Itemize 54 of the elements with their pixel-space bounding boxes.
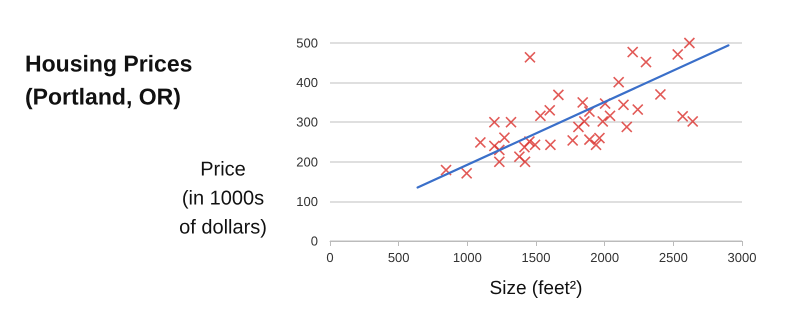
point [640, 56, 652, 68]
point [596, 116, 609, 128]
x-tick-label: 500 [388, 250, 410, 265]
point [572, 121, 584, 133]
x-tick-label: 1500 [522, 250, 550, 265]
point [612, 76, 624, 88]
y-tick-label: 400 [296, 75, 318, 90]
point [518, 141, 530, 153]
point [686, 116, 698, 128]
point [620, 121, 633, 133]
point [498, 132, 510, 144]
x-axis-title: Size (feet²) [490, 278, 582, 299]
point [576, 96, 588, 108]
point [552, 89, 564, 101]
point [578, 116, 590, 128]
x-tick-label: 3000 [728, 250, 756, 265]
point [584, 106, 596, 118]
x-tick-label: 2000 [590, 250, 620, 265]
point [488, 140, 500, 152]
point [474, 136, 486, 148]
x-tick-label: 1000 [452, 250, 482, 265]
y-tick-label: 0 [310, 234, 318, 248]
point [524, 136, 536, 148]
text: Housing Prices (Portland, OR) [25, 50, 192, 110]
x-tick-label: 2500 [658, 250, 688, 265]
point [514, 150, 526, 162]
point [544, 138, 556, 151]
point [684, 37, 696, 49]
point [529, 138, 541, 151]
point [590, 138, 602, 151]
point [584, 134, 596, 146]
point [460, 167, 472, 180]
y-axis-title: Price (in 1000s of dollars) [179, 158, 267, 238]
point [440, 164, 452, 176]
x-tick-label: 0 [326, 250, 334, 265]
point [632, 104, 644, 116]
point [544, 104, 556, 116]
point [534, 110, 546, 122]
y-tick-label: 200 [296, 154, 318, 170]
y-tick-label: 300 [296, 114, 318, 130]
point [505, 116, 517, 128]
point [618, 98, 630, 111]
point [654, 88, 666, 100]
y-tick-label: 100 [296, 194, 318, 209]
point [626, 46, 638, 58]
point [519, 156, 531, 168]
y-tick-label: 500 [296, 36, 318, 50]
point [594, 132, 606, 144]
point [488, 116, 500, 128]
point [676, 110, 688, 122]
point [524, 51, 536, 64]
point [566, 134, 578, 146]
point [604, 110, 616, 122]
point [672, 48, 684, 60]
